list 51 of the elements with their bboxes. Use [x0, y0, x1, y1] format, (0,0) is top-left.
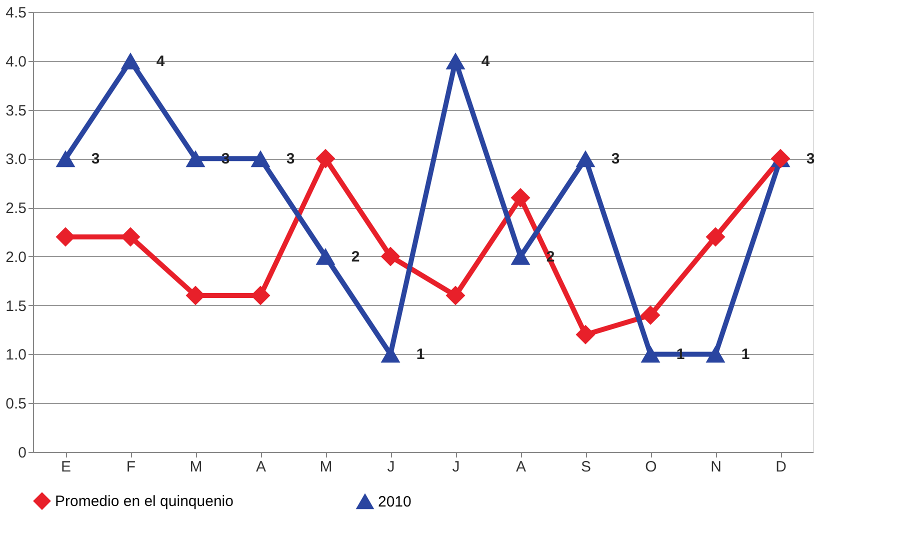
- data-label: 2: [351, 248, 360, 266]
- data-label: 4: [481, 52, 490, 70]
- point: [250, 150, 270, 168]
- point: [316, 148, 336, 168]
- point: [446, 286, 466, 306]
- x-tick-label: M: [320, 458, 332, 476]
- x-tick-label: S: [580, 458, 592, 476]
- point: [576, 324, 596, 344]
- point: [380, 246, 400, 266]
- point: [510, 188, 530, 208]
- y-tick-label: 4.5: [6, 4, 26, 22]
- y-tick-label: 1.0: [6, 346, 26, 364]
- x-tick-label: A: [256, 458, 266, 476]
- x-tick-label: O: [645, 458, 657, 476]
- y-tick-label: 2.0: [6, 248, 26, 266]
- point: [640, 305, 660, 325]
- data-label: 3: [91, 150, 100, 168]
- data-label: 4: [156, 52, 166, 70]
- point: [120, 52, 140, 70]
- point: [186, 150, 206, 168]
- data-label: 3: [806, 150, 815, 168]
- data-label: 3: [286, 150, 295, 168]
- y-tick-label: 3.0: [6, 151, 26, 168]
- point: [706, 227, 726, 247]
- data-label: 3: [611, 150, 620, 168]
- y-tick-label: 2.5: [6, 200, 26, 218]
- x-tick-label: F: [126, 458, 136, 476]
- legend-label: 2010: [378, 494, 412, 511]
- y-tick-label: 3.5: [6, 102, 26, 120]
- x-tick-label: E: [60, 458, 72, 476]
- x-tick-label: J: [452, 458, 460, 476]
- y-tick-label: 4.0: [6, 53, 26, 70]
- x-tick-label: M: [190, 458, 202, 476]
- x-tick-label: D: [776, 458, 787, 476]
- y-tick-label: 0.5: [6, 396, 26, 413]
- y-tick-label: 0: [18, 444, 26, 462]
- data-label: 1: [741, 346, 750, 364]
- point: [510, 248, 530, 265]
- x-tick-label: J: [387, 458, 395, 476]
- point: [316, 248, 336, 265]
- data-label: 1: [416, 346, 425, 364]
- point: [576, 150, 596, 168]
- point: [380, 346, 400, 363]
- point: [706, 346, 726, 363]
- x-tick-label: A: [516, 458, 526, 476]
- x-tick-label: N: [710, 458, 722, 476]
- point: [446, 52, 466, 70]
- point: [640, 346, 660, 363]
- y-tick-label: 1.5: [6, 298, 26, 315]
- legend-label: Promedio en el quinquenio: [55, 493, 234, 510]
- point: [56, 150, 76, 168]
